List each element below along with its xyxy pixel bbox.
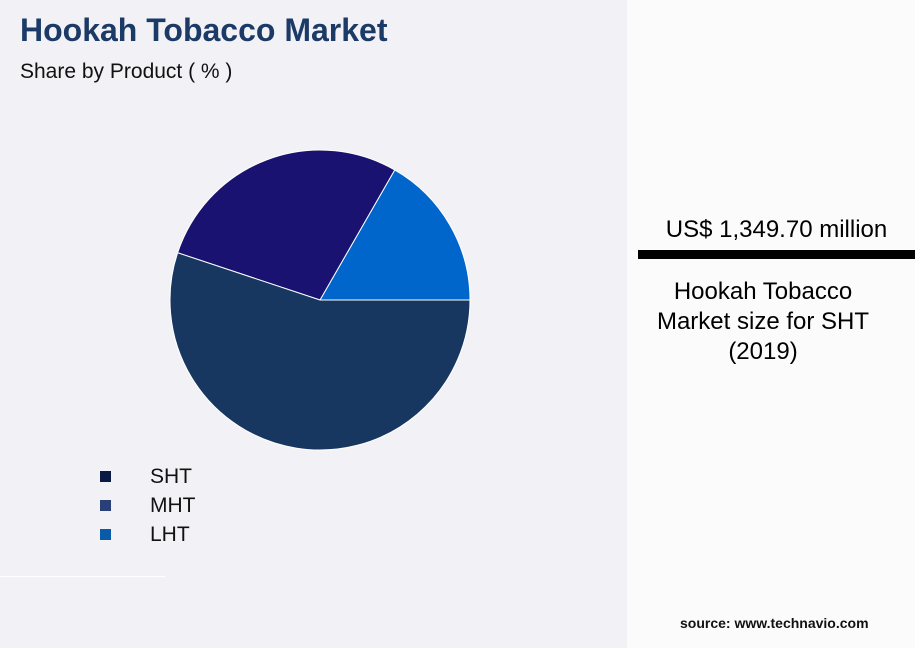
source-credit: source: www.technavio.com — [680, 615, 869, 631]
kpi-divider — [638, 250, 915, 259]
kpi-panel — [627, 0, 915, 648]
divider — [0, 576, 165, 577]
legend-item-lht: LHT — [100, 520, 196, 549]
legend-item-sht: SHT — [100, 462, 196, 491]
kpi-description: Hookah Tobacco Market size for SHT (2019… — [656, 278, 870, 365]
pie-chart — [169, 149, 471, 451]
legend-label: SHT — [150, 464, 192, 488]
legend-label: LHT — [150, 522, 190, 546]
chart-title: Hookah Tobacco Market — [20, 12, 388, 48]
legend-swatch-mht — [100, 500, 111, 511]
pie-slice-mht — [177, 149, 396, 301]
legend-swatch-sht — [100, 471, 111, 482]
pie-slice-lht — [319, 169, 471, 301]
legend-label: MHT — [150, 493, 196, 517]
legend: SHT MHT LHT — [100, 462, 196, 549]
legend-item-mht: MHT — [100, 491, 196, 520]
legend-swatch-lht — [100, 529, 111, 540]
pie-slice-sht — [169, 252, 471, 451]
kpi-value: US$ 1,349.70 million — [665, 216, 888, 243]
chart-subtitle: Share by Product ( % ) — [20, 60, 233, 83]
